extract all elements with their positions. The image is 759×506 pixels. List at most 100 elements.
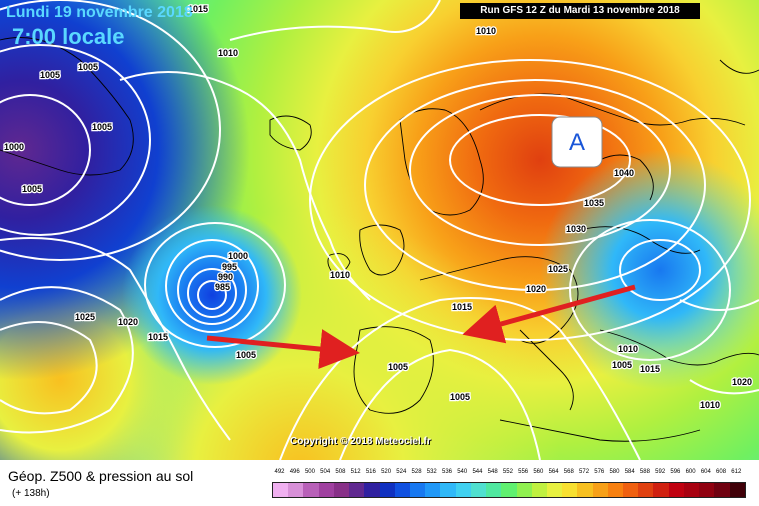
legend-swatch	[516, 483, 532, 497]
legend-swatch	[699, 483, 715, 497]
legend-swatch	[394, 483, 410, 497]
legend-swatch	[638, 483, 654, 497]
svg-text:1020: 1020	[732, 377, 752, 387]
legend-value: 580	[609, 469, 620, 475]
svg-text:1005: 1005	[92, 122, 112, 132]
legend-swatch	[592, 483, 608, 497]
legend-swatch	[623, 483, 639, 497]
svg-text:1040: 1040	[614, 168, 634, 178]
legend-value: 500	[304, 469, 315, 475]
legend-value: 540	[457, 469, 468, 475]
run-banner: Run GFS 12 Z du Mardi 13 novembre 2018	[460, 3, 700, 19]
svg-text:990: 990	[218, 272, 233, 282]
svg-text:1005: 1005	[450, 392, 470, 402]
legend-swatch	[531, 483, 547, 497]
svg-text:1015: 1015	[148, 332, 168, 342]
legend-swatch	[273, 483, 289, 497]
legend-value: 520	[381, 469, 392, 475]
legend-swatch	[364, 483, 380, 497]
svg-text:1020: 1020	[526, 284, 546, 294]
legend-labels: 492 496 500 504 508 512 516 520 524 528 532 536 540 5…	[272, 469, 744, 479]
legend-value: 592	[655, 469, 666, 475]
legend-value: 524	[396, 469, 407, 475]
legend-swatch	[714, 483, 730, 497]
legend-value: 496	[289, 469, 300, 475]
svg-text:1010: 1010	[700, 400, 720, 410]
legend-value: 556	[518, 469, 529, 475]
forecast-time: 7:00 locale	[12, 24, 125, 49]
svg-text:1005: 1005	[388, 362, 408, 372]
arrow-atlantic	[206, 329, 360, 369]
legend-swatch	[486, 483, 502, 497]
legend-value: 536	[441, 469, 452, 475]
legend-swatch	[607, 483, 624, 497]
svg-text:1030: 1030	[566, 224, 586, 234]
legend-swatch	[501, 483, 517, 497]
legend-value: 532	[426, 469, 437, 475]
svg-text:1020: 1020	[118, 317, 138, 327]
svg-text:995: 995	[222, 262, 237, 272]
forecast-date: Lundi 19 novembre 2018	[6, 4, 193, 21]
svg-text:1005: 1005	[40, 70, 60, 80]
legend-value: 596	[670, 469, 681, 475]
svg-text:1025: 1025	[548, 264, 568, 274]
legend-value: 568	[563, 469, 574, 475]
legend-value: 608	[716, 469, 727, 475]
forecast-hour: (+ 138h)	[12, 488, 50, 499]
legend-swatch	[288, 483, 304, 497]
legend-value: 544	[472, 469, 483, 475]
legend-value: 604	[700, 469, 711, 475]
svg-text:1035: 1035	[584, 198, 604, 208]
legend-value: 552	[502, 469, 513, 475]
legend-swatch	[425, 483, 441, 497]
legend-value: 528	[411, 469, 422, 475]
legend-value: 548	[487, 469, 498, 475]
legend-swatch	[303, 483, 319, 497]
legend-value: 492	[274, 469, 285, 475]
svg-text:1005: 1005	[612, 360, 632, 370]
legend-value: 584	[624, 469, 635, 475]
legend-value: 516	[365, 469, 376, 475]
svg-text:1000: 1000	[228, 251, 248, 261]
arrow-eastern-europe	[462, 284, 636, 344]
legend-value: 612	[731, 469, 742, 475]
svg-text:1010: 1010	[218, 48, 238, 58]
legend-swatch	[349, 483, 365, 497]
legend-swatch	[668, 483, 684, 497]
legend-swatch	[577, 483, 593, 497]
svg-text:1015: 1015	[188, 4, 208, 14]
svg-text:1005: 1005	[78, 62, 98, 72]
pressure-labels: 1015 1010 1010 1005 1005 1000 1005 1005 …	[3, 3, 754, 412]
legend-swatch	[653, 483, 669, 497]
legend-swatch	[379, 483, 395, 497]
copyright: Copyright © 2018 Meteociel.fr	[290, 436, 431, 447]
legend-swatch	[562, 483, 578, 497]
svg-text:1015: 1015	[452, 302, 472, 312]
legend-value: 504	[320, 469, 331, 475]
svg-text:1010: 1010	[618, 344, 638, 354]
legend-swatch	[470, 483, 487, 497]
legend-swatch	[409, 483, 426, 497]
isobars	[0, 0, 759, 460]
legend-value: 576	[594, 469, 605, 475]
weather-map: 1015 1010 1010 1005 1005 1000 1005 1005 …	[0, 0, 759, 460]
legend-swatch	[455, 483, 471, 497]
legend-value: 572	[579, 469, 590, 475]
legend-swatch	[440, 483, 456, 497]
legend-swatch	[333, 483, 350, 497]
legend-value: 564	[548, 469, 559, 475]
svg-text:1010: 1010	[330, 270, 350, 280]
svg-text:1005: 1005	[22, 184, 42, 194]
color-legend	[272, 482, 746, 498]
legend-swatch	[683, 483, 700, 497]
svg-text:1015: 1015	[640, 364, 660, 374]
high-pressure-letter: A	[569, 129, 585, 156]
legend-value: 588	[639, 469, 650, 475]
svg-text:1005: 1005	[236, 350, 256, 360]
legend-swatch	[546, 483, 563, 497]
svg-text:1025: 1025	[75, 312, 95, 322]
svg-text:1000: 1000	[4, 142, 24, 152]
svg-text:985: 985	[215, 282, 230, 292]
high-pressure-marker: A	[551, 116, 603, 168]
chart-title: Géop. Z500 & pression au sol	[8, 468, 194, 484]
